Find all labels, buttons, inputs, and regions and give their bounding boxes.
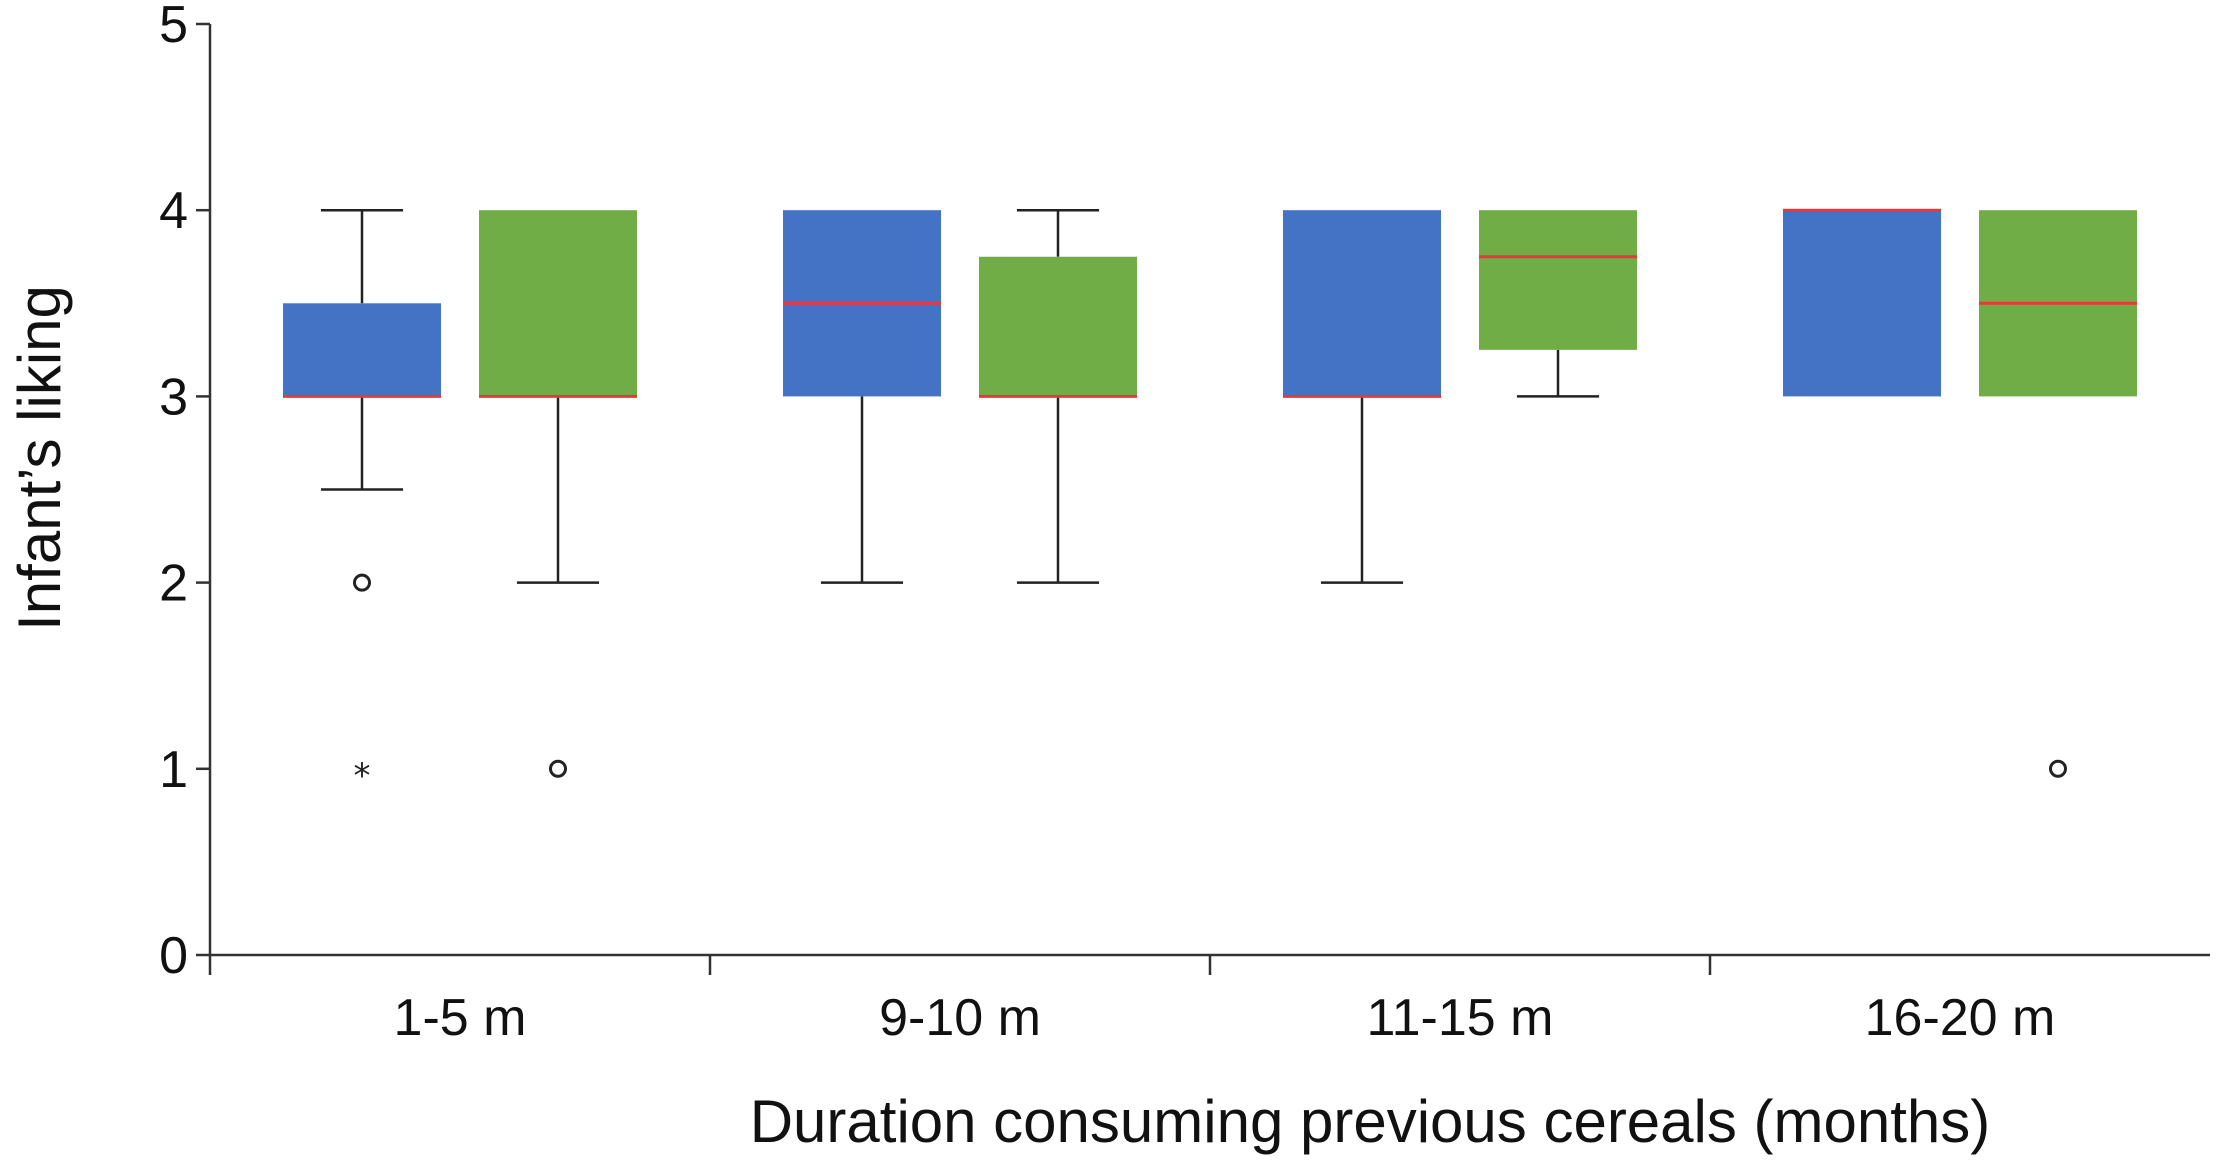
y-axis-title: Infant’s liking <box>6 285 73 631</box>
y-tick-label: 1 <box>159 741 188 799</box>
box-group <box>1283 210 1441 584</box>
box-group <box>479 210 637 778</box>
box-group <box>979 208 1137 584</box>
y-tick-label: 3 <box>159 368 188 426</box>
outlier-circle <box>549 759 567 778</box>
y-tick-label: 5 <box>159 0 188 54</box>
outlier-circle <box>353 573 371 592</box>
boxes: * <box>283 208 2137 796</box>
box-body <box>1479 210 1637 350</box>
box-group <box>1783 208 1941 397</box>
x-tick-label: 1-5 m <box>394 989 527 1047</box>
box-body <box>1783 210 1941 397</box>
box-body <box>1283 210 1441 397</box>
axes <box>208 24 2210 975</box>
box-group: * <box>283 208 441 796</box>
y-ticks: 0 1 2 3 4 5 <box>159 0 210 985</box>
outlier-circle <box>2049 759 2067 778</box>
x-tick-label: 16-20 m <box>1865 989 2056 1047</box>
y-tick-label: 2 <box>159 555 188 613</box>
box-body <box>283 303 441 397</box>
outlier-star: * <box>354 756 371 796</box>
box-body <box>479 210 637 397</box>
box-group <box>783 210 941 584</box>
box-group <box>1479 210 1637 398</box>
box-group <box>1979 210 2137 778</box>
y-tick-label: 4 <box>159 182 188 240</box>
y-tick-label: 0 <box>159 927 188 985</box>
x-axis-title: Duration consuming previous cereals (mon… <box>750 1088 1991 1155</box>
x-tick-label: 9-10 m <box>879 989 1041 1047</box>
x-ticks: 1-5 m 9-10 m 11-15 m 16-20 m <box>394 955 2056 1047</box>
box-body <box>979 256 1137 397</box>
x-tick-label: 11-15 m <box>1367 989 1554 1047</box>
